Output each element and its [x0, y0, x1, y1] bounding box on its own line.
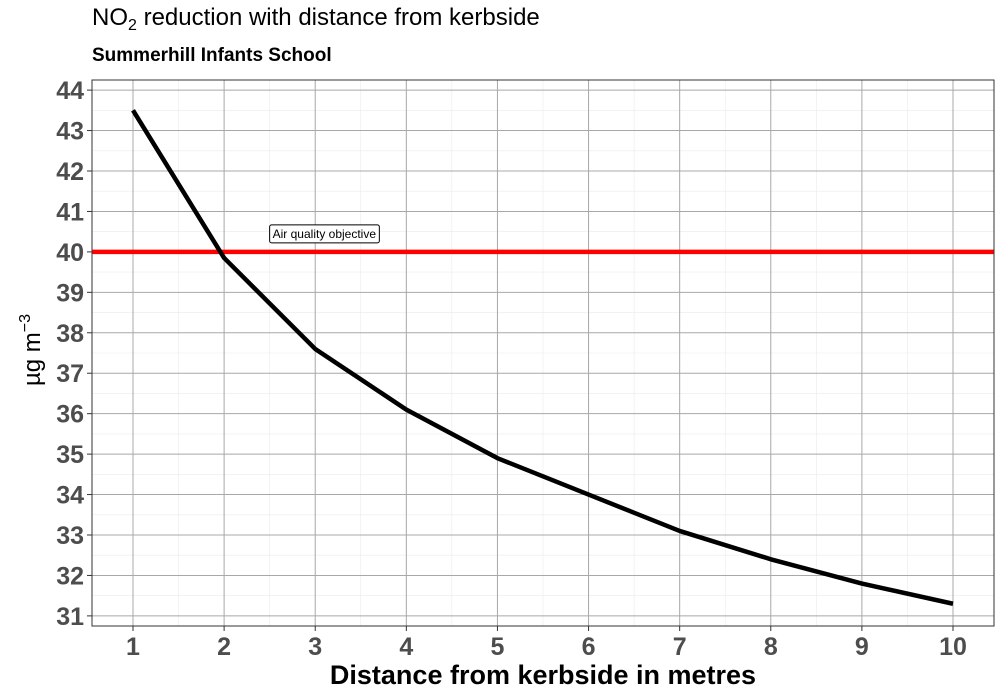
- y-tick-label: 32: [56, 562, 84, 590]
- y-tick-label: 40: [56, 239, 84, 267]
- x-tick-label: 10: [939, 633, 967, 661]
- y-tick-label: 33: [56, 522, 84, 550]
- y-tick-label: 37: [56, 360, 84, 388]
- y-tick-label: 36: [56, 401, 84, 429]
- x-tick-label: 7: [673, 633, 687, 661]
- minor-gridlines: [92, 80, 994, 626]
- x-tick-label: 2: [217, 633, 231, 661]
- x-tick-label: 8: [764, 633, 778, 661]
- y-tick-label: 39: [56, 279, 84, 307]
- chart-subtitle: Summerhill Infants School: [92, 45, 332, 66]
- x-tick-label: 6: [582, 633, 596, 661]
- y-tick-label: 34: [56, 482, 84, 510]
- x-axis-label: Distance from kerbside in metres: [329, 660, 757, 690]
- x-tick-label: 9: [855, 633, 869, 661]
- y-tick-label: 44: [56, 77, 84, 105]
- x-tick-label: 3: [308, 633, 322, 661]
- y-tick-label: 41: [56, 198, 84, 226]
- chart-title: NO2 reduction with distance from kerbsid…: [92, 4, 540, 34]
- series-group: [131, 109, 954, 606]
- y-axis-label: µg m−3: [17, 313, 46, 387]
- y-tick-label: 38: [56, 320, 84, 348]
- x-tick-label: 1: [126, 633, 140, 661]
- y-tick-label: 43: [56, 118, 84, 146]
- no2-series-line: [131, 109, 954, 606]
- air-quality-objective-label: Air quality objective: [273, 227, 377, 241]
- annotation-box: [269, 224, 380, 244]
- y-tick-label: 35: [56, 441, 84, 469]
- y-tick-label: 31: [56, 603, 84, 631]
- axis-ticks: [87, 89, 954, 631]
- y-tick-label: 42: [56, 158, 84, 186]
- panel-border: [91, 79, 995, 627]
- x-tick-label: 4: [399, 633, 413, 661]
- x-tick-label: 5: [490, 633, 504, 661]
- annotation-group: Air quality objective: [269, 224, 380, 244]
